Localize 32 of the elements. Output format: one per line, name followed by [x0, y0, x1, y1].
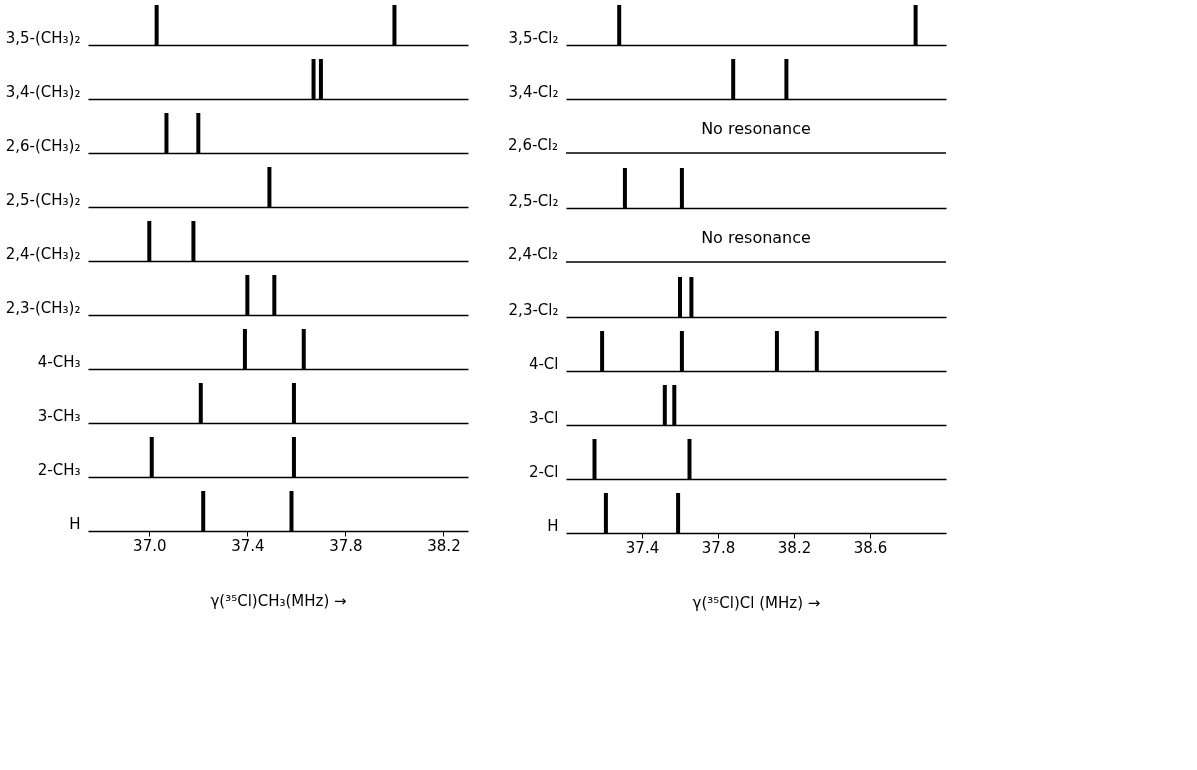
y-axis-title: 2,4-(CH₃)₂: [5, 244, 81, 263]
y-axis-title: 2,5-(CH₃)₂: [5, 190, 81, 209]
x-tick-label: 37.0: [133, 536, 167, 555]
y-axis-title: 3,5-(CH₃)₂: [5, 28, 81, 47]
y-axis-title: 4-Cl: [528, 354, 559, 373]
y-axis-title: H: [69, 514, 81, 533]
text: 2,6-Cl₂: [508, 136, 558, 154]
x-tick-label: 38.6: [853, 538, 888, 557]
x-tick-label: 37.8: [329, 536, 363, 555]
y-axis-title: 2,6-(CH₃)₂: [5, 136, 81, 155]
y-axis-title: 2,3-Cl₂: [508, 300, 559, 319]
x-tick-label: 37.8: [701, 538, 736, 557]
text: No resonance: [701, 119, 811, 138]
y-axis-title: H: [547, 516, 559, 535]
text: 2,4-Cl₂: [508, 245, 558, 263]
y-axis-title: 2-Cl: [528, 462, 559, 481]
y-axis-title: 3-CH₃: [37, 406, 81, 425]
y-axis-title: 2,3-(CH₃)₂: [5, 298, 81, 317]
x-tick-label: 37.4: [231, 536, 265, 555]
y-axis-title: 3-Cl: [528, 408, 559, 427]
y-axis-title: 3,4-(CH₃)₂: [5, 82, 81, 101]
y-axis-title: 2,5-Cl₂: [508, 191, 559, 210]
text: No resonance: [701, 228, 811, 247]
y-axis-title: 3,5-Cl₂: [508, 28, 559, 47]
x-tick-label: 37.4: [625, 538, 660, 557]
y-axis-title: 4-CH₃: [37, 352, 81, 371]
x-axis-title: γ(³⁵Cl)Cl (MHz) →: [692, 593, 821, 612]
y-axis-title: 3,4-Cl₂: [508, 82, 559, 101]
y-axis-title: 2-CH₃: [37, 460, 81, 479]
x-axis-title: γ(³⁵Cl)CH₃(MHz) →: [210, 591, 347, 610]
x-tick-label: 38.2: [777, 538, 812, 557]
x-tick-label: 38.2: [427, 536, 461, 555]
